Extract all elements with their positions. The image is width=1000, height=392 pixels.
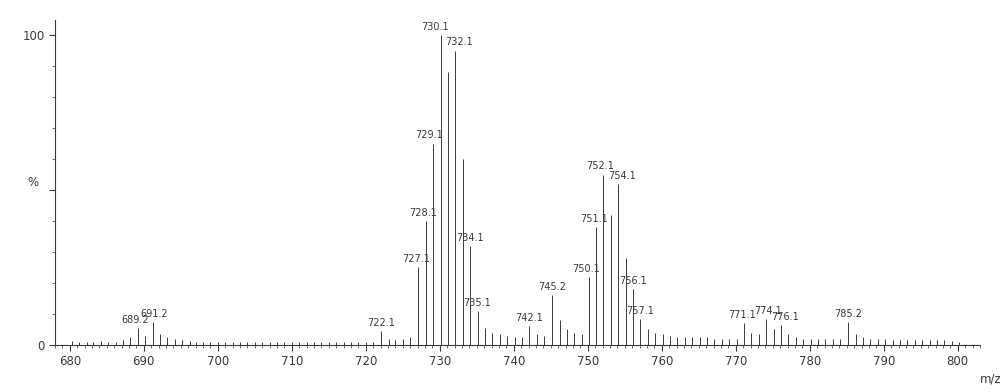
Text: 756.1: 756.1 bbox=[619, 276, 647, 286]
Text: 734.1: 734.1 bbox=[456, 233, 484, 243]
Text: 751.1: 751.1 bbox=[580, 214, 608, 224]
Text: 732.1: 732.1 bbox=[445, 38, 473, 47]
Text: 727.1: 727.1 bbox=[402, 254, 430, 264]
Text: 750.1: 750.1 bbox=[572, 264, 600, 274]
Text: 729.1: 729.1 bbox=[416, 131, 443, 140]
Text: 774.1: 774.1 bbox=[754, 305, 782, 316]
Text: 689.2: 689.2 bbox=[122, 315, 149, 325]
Text: 742.1: 742.1 bbox=[515, 313, 543, 323]
Text: 752.1: 752.1 bbox=[586, 162, 614, 171]
Text: 757.1: 757.1 bbox=[626, 305, 654, 316]
Text: 735.1: 735.1 bbox=[464, 298, 491, 308]
Text: 785.2: 785.2 bbox=[834, 309, 862, 319]
Text: 776.1: 776.1 bbox=[771, 312, 799, 322]
Text: 730.1: 730.1 bbox=[421, 22, 448, 32]
Text: 754.1: 754.1 bbox=[608, 171, 636, 181]
Text: %: % bbox=[27, 176, 38, 189]
Text: m/z: m/z bbox=[980, 373, 1000, 386]
Text: 691.2: 691.2 bbox=[140, 309, 168, 319]
Text: 745.2: 745.2 bbox=[538, 282, 566, 292]
Text: 722.1: 722.1 bbox=[367, 318, 395, 328]
Text: 771.1: 771.1 bbox=[729, 310, 756, 320]
Text: 728.1: 728.1 bbox=[410, 208, 437, 218]
